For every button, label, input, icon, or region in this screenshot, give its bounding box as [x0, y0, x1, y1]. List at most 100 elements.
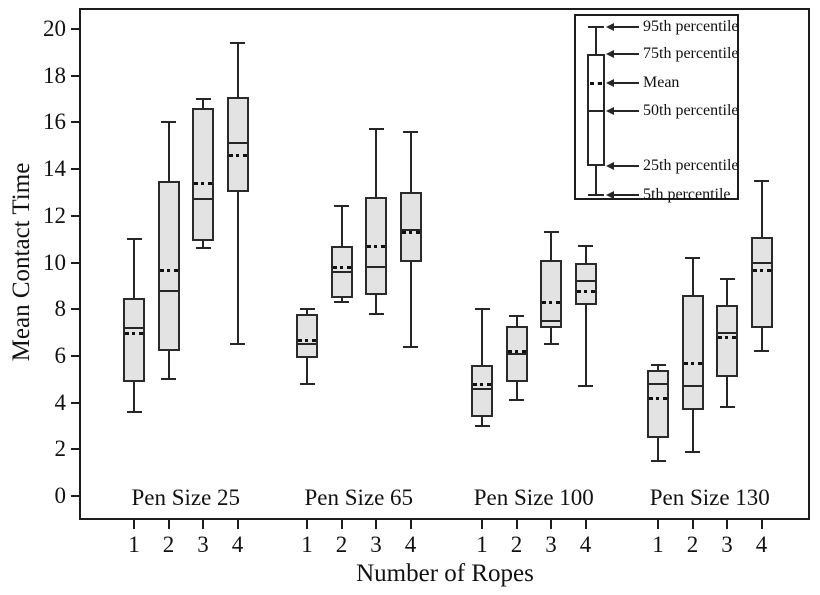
x-tick: [340, 520, 343, 529]
whisker-cap-top: [685, 256, 700, 259]
x-tick-label: 4: [755, 532, 768, 557]
y-tick: [71, 28, 79, 30]
x-tick-label: 2: [162, 532, 175, 557]
x-tick-label: 3: [545, 532, 557, 557]
x-tick: [167, 520, 170, 529]
whisker-cap-bottom: [719, 406, 735, 409]
x-tick-label: 2: [686, 532, 699, 557]
group-label: Pen Size 130: [649, 485, 770, 510]
group-label: Pen Size 65: [304, 485, 414, 510]
x-tick-label: 3: [721, 532, 733, 557]
mean-dotted-line: [542, 301, 560, 305]
iqr-box: [471, 365, 493, 417]
whisker-cap-top: [578, 245, 593, 248]
whisker-cap-top: [509, 315, 524, 318]
whisker-cap-bottom: [754, 350, 769, 353]
mean-dotted-line: [332, 266, 351, 270]
y-tick-label: 8: [54, 296, 67, 322]
legend-entry-label: 25th percentile: [643, 157, 739, 174]
iqr-box: [716, 304, 738, 377]
mean-dotted-line: [298, 338, 316, 342]
whisker-cap-top: [334, 205, 349, 208]
iqr-box: [574, 262, 597, 305]
left-arrow-icon: [606, 107, 614, 115]
plot-area-border: [79, 8, 810, 520]
x-tick: [236, 520, 239, 529]
iqr-box: [226, 96, 249, 193]
x-tick-label: 4: [231, 532, 244, 557]
left-arrow-icon: [606, 79, 614, 87]
left-arrow-icon: [606, 191, 614, 199]
y-tick-label: 18: [43, 62, 66, 88]
whisker-cap-top: [754, 179, 769, 182]
x-tick-label: 1: [652, 532, 664, 557]
y-tick-label: 16: [43, 109, 66, 135]
legend-entry-label: 5th percentile: [643, 186, 731, 203]
iqr-box: [296, 313, 318, 359]
mean-dotted-line: [367, 245, 385, 249]
y-tick: [71, 495, 79, 497]
x-tick: [760, 520, 763, 529]
left-arrow-icon: [606, 50, 614, 58]
mean-dotted-line: [507, 350, 526, 354]
mean-dotted-line: [649, 396, 667, 400]
x-tick: [515, 520, 518, 529]
y-tick: [71, 74, 79, 77]
x-tick-label: 3: [370, 532, 382, 557]
iqr-box: [399, 192, 422, 263]
y-tick-label: 14: [43, 156, 66, 182]
whisker-cap-top: [230, 42, 245, 44]
x-tick: [409, 520, 412, 529]
x-tick: [375, 520, 377, 529]
median-line: [401, 228, 420, 231]
y-tick-label: 6: [54, 342, 67, 368]
median-line: [159, 289, 178, 292]
y-tick-label: 2: [54, 436, 67, 462]
median-line: [507, 352, 526, 355]
median-line: [367, 266, 385, 269]
whisker-cap-bottom: [685, 450, 700, 453]
y-tick: [71, 401, 79, 404]
x-tick: [202, 520, 204, 529]
y-tick-label: 4: [54, 389, 67, 415]
median-line: [752, 261, 771, 264]
legend-arrow-line: [613, 110, 639, 112]
whisker-cap-top: [368, 128, 384, 131]
y-tick: [71, 308, 79, 311]
legend-whisker-cap-bottom: [588, 194, 604, 196]
y-tick: [71, 214, 79, 217]
y-tick: [71, 121, 79, 124]
whisker-cap-bottom: [161, 378, 176, 381]
x-tick-label: 1: [301, 532, 313, 557]
x-tick-label: 3: [197, 532, 209, 557]
whisker-cap-bottom: [368, 312, 384, 315]
mean-dotted-line: [683, 361, 702, 365]
whisker-cap-top: [299, 308, 315, 311]
y-tick: [71, 261, 79, 264]
whisker-cap-bottom: [403, 345, 418, 348]
median-line: [683, 385, 702, 388]
mean-dotted-line: [718, 336, 736, 340]
legend-entry-label: 50th percentile: [643, 102, 739, 119]
median-line: [298, 343, 316, 346]
mean-dotted-line: [194, 182, 212, 186]
left-arrow-icon: [606, 162, 614, 170]
whisker-cap-bottom: [299, 382, 315, 385]
whisker-cap-top: [719, 277, 735, 280]
median-line: [576, 280, 595, 283]
mean-dotted-line: [576, 289, 595, 293]
whisker-cap-top: [126, 238, 142, 241]
legend-entry-label: 95th percentile: [643, 18, 739, 35]
x-tick: [584, 520, 587, 529]
legend-arrow-line: [613, 53, 639, 55]
legend-arrow-line: [613, 165, 639, 167]
iqr-box: [647, 369, 669, 438]
x-tick: [726, 520, 728, 529]
x-tick: [691, 520, 694, 529]
whisker-cap-bottom: [578, 385, 593, 388]
legend-arrow-line: [613, 26, 639, 28]
x-tick: [133, 520, 135, 529]
mean-dotted-line: [159, 268, 178, 272]
x-tick: [306, 520, 308, 529]
